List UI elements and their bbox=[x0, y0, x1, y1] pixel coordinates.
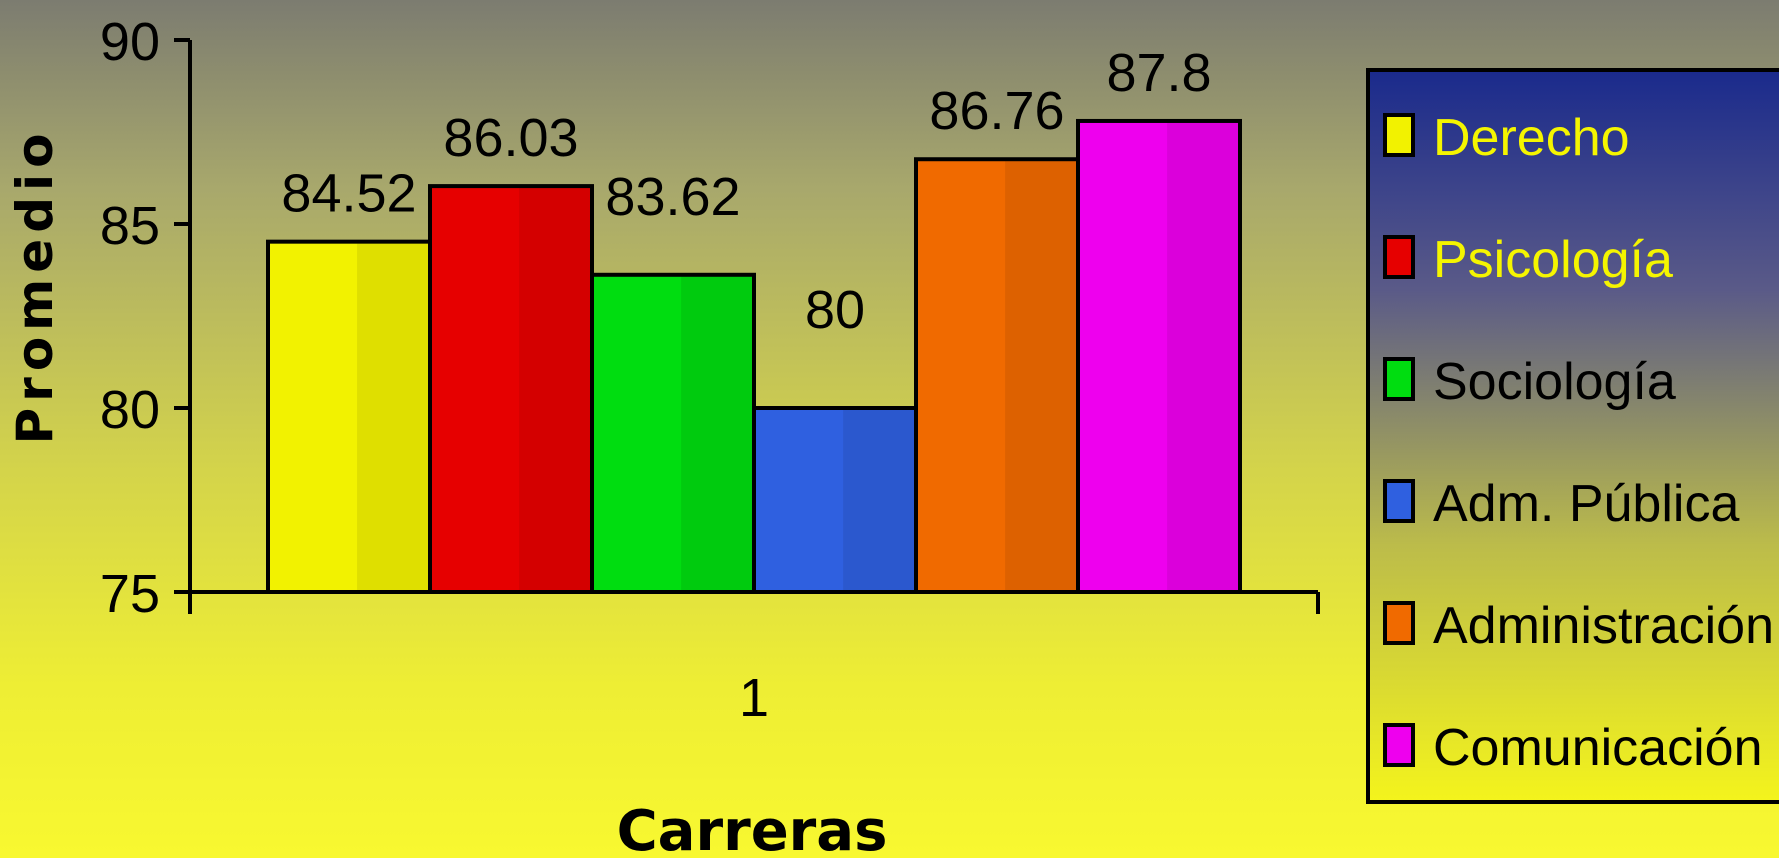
legend-label-psicolog-a: Psicología bbox=[1433, 231, 1673, 289]
data-label: 87.8 bbox=[1106, 43, 1211, 103]
y-tick-label: 90 bbox=[100, 12, 160, 72]
bar-shading bbox=[681, 276, 752, 590]
legend-box bbox=[1366, 68, 1779, 804]
legend-label-adm-p-blica: Adm. Pública bbox=[1433, 475, 1739, 533]
plot-area: 84.52 86.03 83.62 80 86.76 87.8 75 80 85 90 1 bbox=[100, 12, 1320, 728]
bar-shading bbox=[519, 188, 590, 590]
legend-label-derecho: Derecho bbox=[1433, 109, 1630, 167]
legend-label-sociolog-a: Sociología bbox=[1433, 353, 1676, 411]
data-label: 86.76 bbox=[929, 81, 1064, 141]
legend-swatch-derecho bbox=[1383, 113, 1415, 157]
bar-sociolog-a bbox=[590, 272, 756, 594]
legend-swatch-adm-p-blica bbox=[1383, 479, 1415, 523]
y-tick-label: 85 bbox=[100, 196, 160, 256]
bar-shading bbox=[1005, 161, 1076, 590]
legend-swatch-psicolog-a bbox=[1383, 235, 1415, 279]
bar-shading bbox=[357, 243, 428, 590]
bar-comunicaci-n bbox=[1076, 118, 1242, 595]
data-label: 80 bbox=[805, 280, 865, 340]
x-tick-label: 1 bbox=[739, 668, 769, 728]
data-label: 86.03 bbox=[443, 108, 578, 168]
bar-derecho bbox=[266, 239, 432, 594]
legend-label-administraci-n: Administración bbox=[1433, 597, 1774, 655]
x-axis-title: Carreras bbox=[617, 799, 888, 858]
y-tick-label: 75 bbox=[100, 564, 160, 624]
legend: Derecho Psicología Sociología Adm. Pública A… bbox=[1366, 68, 1779, 804]
bar-shading bbox=[843, 410, 914, 590]
y-axis-title: Promedio bbox=[6, 128, 64, 445]
data-label: 83.62 bbox=[605, 167, 740, 227]
bar-shading bbox=[1167, 122, 1238, 591]
legend-swatch-sociolog-a bbox=[1383, 357, 1415, 401]
legend-swatch-comunicaci-n bbox=[1383, 723, 1415, 767]
legend-swatch-administraci-n bbox=[1383, 601, 1415, 645]
data-label: 84.52 bbox=[281, 164, 416, 224]
legend-label-comunicaci-n: Comunicación bbox=[1433, 719, 1763, 777]
bar-psicolog-a bbox=[428, 184, 594, 594]
y-tick-label: 80 bbox=[100, 380, 160, 440]
